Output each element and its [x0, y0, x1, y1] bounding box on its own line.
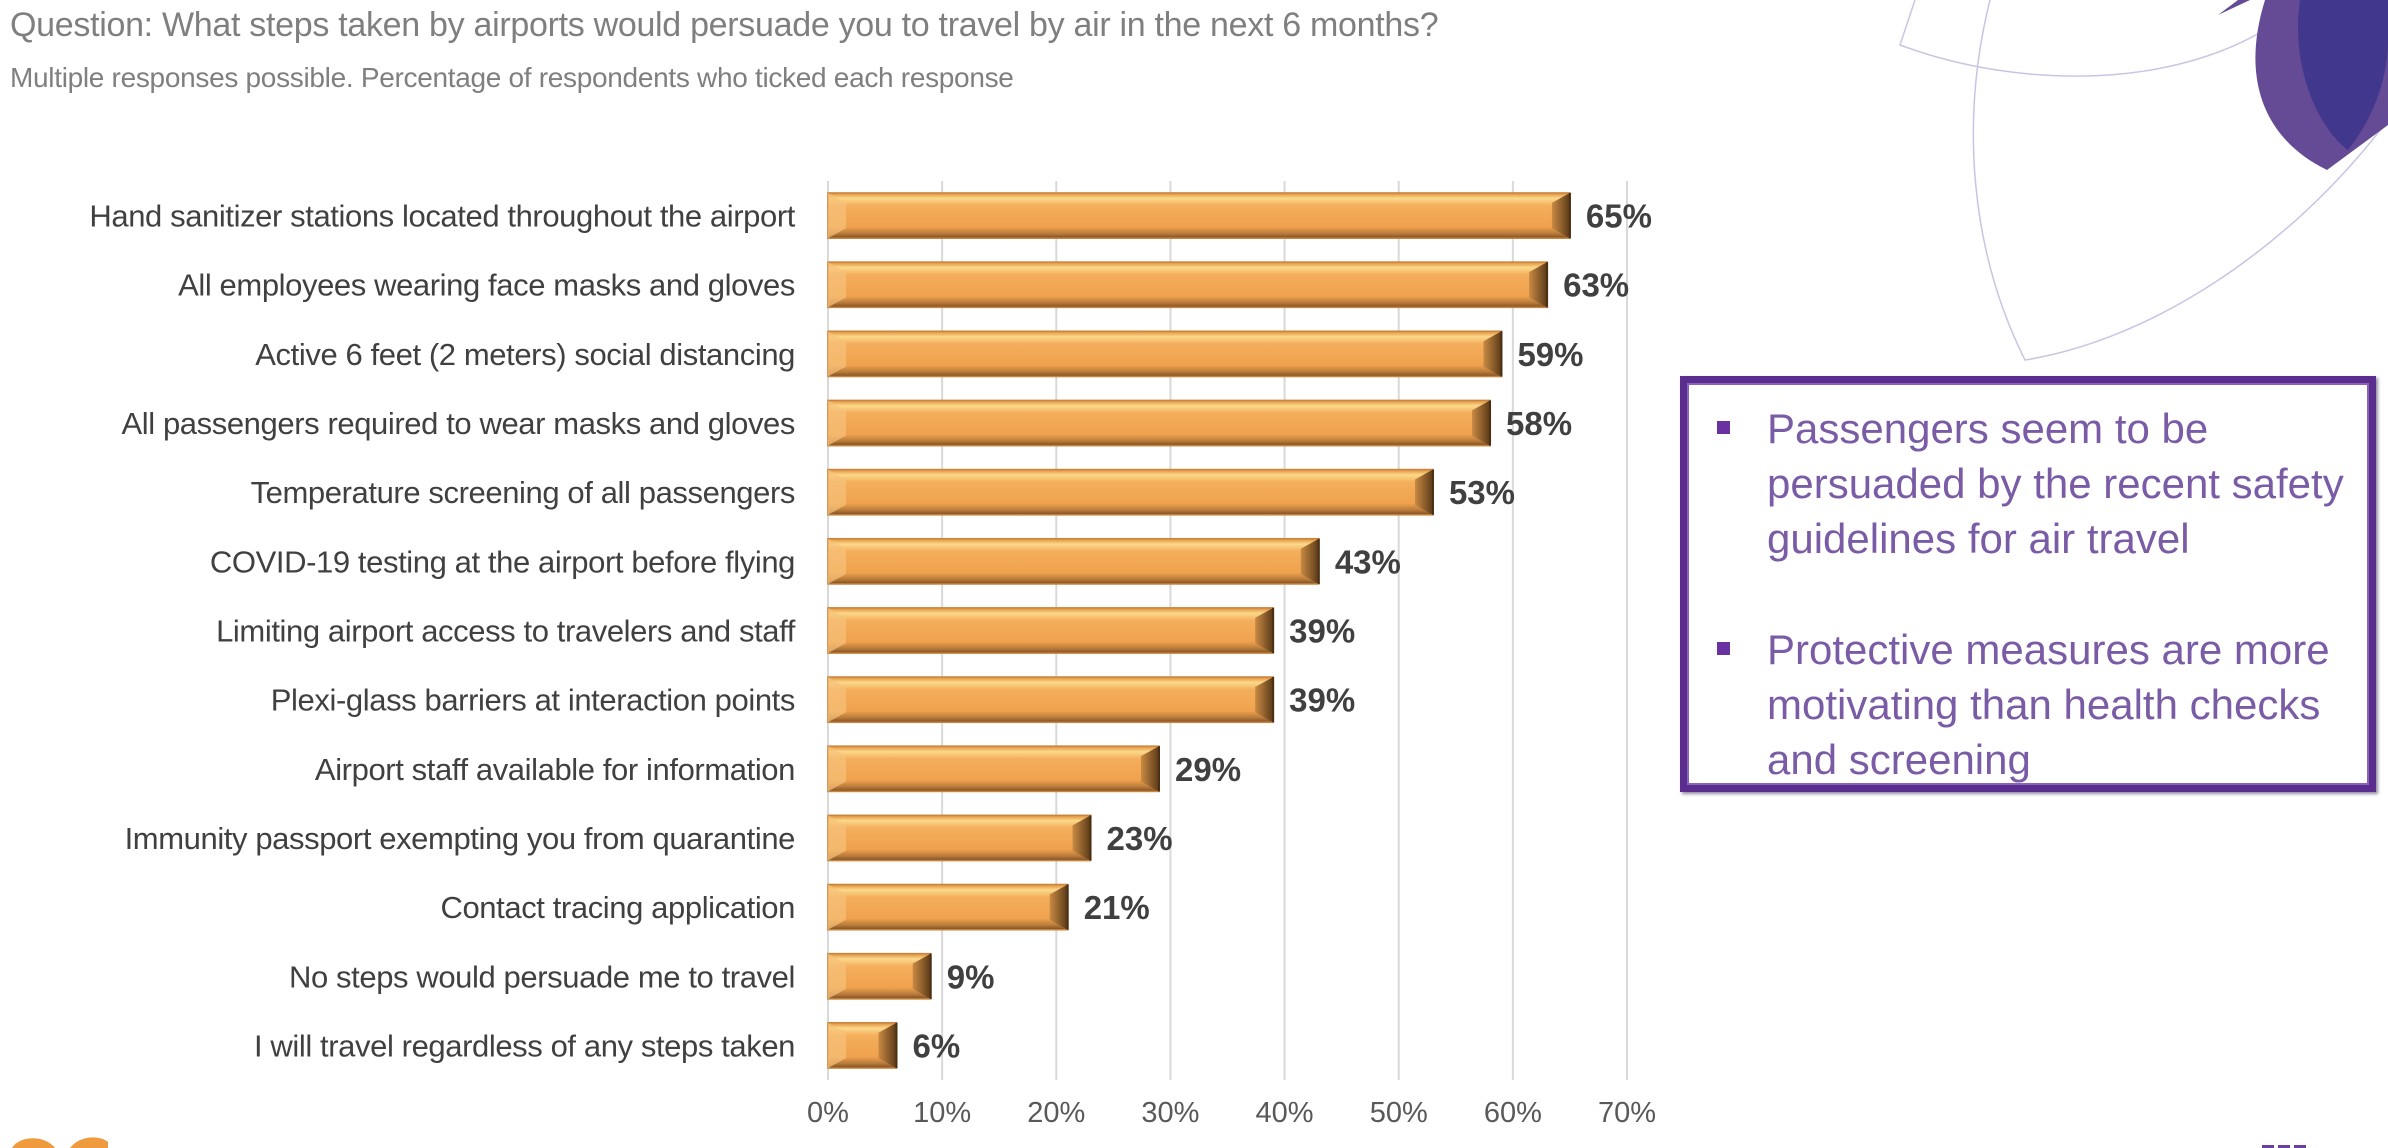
- category-label: All passengers required to wear masks an…: [122, 406, 796, 441]
- bar-body: [827, 745, 1160, 793]
- bar-bevel-right: [878, 1022, 897, 1069]
- bar-bevel-right: [1072, 815, 1091, 861]
- bar-bevel-left: [828, 1022, 846, 1069]
- data-label: 65%: [1586, 198, 1652, 235]
- question-title: Question: What steps taken by airports w…: [10, 6, 1439, 44]
- data-label: 43%: [1335, 543, 1401, 580]
- bar-bevel-left: [828, 192, 846, 239]
- data-label: 39%: [1289, 613, 1355, 650]
- category-label: Active 6 feet (2 meters) social distanci…: [255, 337, 795, 372]
- data-label: 29%: [1175, 751, 1241, 788]
- x-tick-label: 20%: [1027, 1097, 1085, 1129]
- bar: [827, 261, 1549, 309]
- page-number-fragment: [2262, 1140, 2310, 1148]
- x-tick-label: 50%: [1370, 1097, 1428, 1129]
- key-insights-box: Passengers seem to be persuaded by the r…: [1680, 376, 2376, 792]
- bar: [827, 330, 1503, 378]
- bar-bevel-right: [1414, 469, 1433, 515]
- bar-bevel-right: [1472, 400, 1491, 446]
- bar-body: [827, 399, 1491, 447]
- bar: [827, 1022, 898, 1069]
- bar-body: [827, 261, 1548, 309]
- insight-bullet: Protective measures are more motivating …: [1711, 622, 2345, 787]
- category-label: Airport staff available for information: [315, 752, 795, 787]
- x-tick-label: 70%: [1598, 1097, 1656, 1129]
- data-label: 9%: [947, 958, 995, 995]
- category-label: Limiting airport access to travelers and…: [216, 614, 796, 649]
- bar-body: [827, 676, 1274, 724]
- bars: [827, 192, 1571, 1069]
- bar-bevel-right: [1255, 607, 1274, 654]
- bar-bevel-left: [828, 331, 846, 377]
- bar-body: [827, 192, 1571, 239]
- bar-body: [827, 330, 1503, 378]
- question-subtitle: Multiple responses possible. Percentage …: [10, 62, 1014, 93]
- category-label: Temperature screening of all passengers: [251, 475, 795, 510]
- category-label: Plexi-glass barriers at interaction poin…: [271, 683, 795, 718]
- bar-body: [827, 814, 1092, 862]
- bar: [827, 607, 1275, 654]
- bar: [827, 745, 1161, 793]
- bar-bevel-left: [828, 884, 846, 930]
- data-label: 6%: [912, 1027, 960, 1064]
- insight-text: Passengers seem to be persuaded by the r…: [1767, 405, 2344, 562]
- bar-body: [827, 537, 1320, 585]
- category-label: All employees wearing face masks and glo…: [178, 268, 795, 303]
- bar-bevel-right: [1049, 884, 1068, 930]
- bar-bevel-left: [828, 607, 846, 654]
- bar-bevel-left: [828, 953, 846, 999]
- category-label: Hand sanitizer stations located througho…: [89, 199, 795, 234]
- value-labels: 65% 63% 59% 58% 53% 43% 39% 39% 29%23% 21% 9% 6%: [912, 198, 1652, 1065]
- bar-bevel-right: [1141, 746, 1160, 792]
- data-label: 23%: [1107, 820, 1173, 857]
- bar-bevel-left: [828, 469, 846, 515]
- bar: [827, 399, 1492, 447]
- data-label: 53%: [1449, 474, 1515, 511]
- data-label: 21%: [1084, 889, 1150, 926]
- data-label: 39%: [1289, 682, 1355, 719]
- x-tick-label: 0%: [807, 1097, 849, 1129]
- insight-text: Protective measures are more motivating …: [1767, 626, 2330, 783]
- insight-bullet: Passengers seem to be persuaded by the r…: [1711, 401, 2345, 566]
- data-label: 59%: [1517, 336, 1583, 373]
- bar: [827, 468, 1434, 516]
- bar-bevel-left: [828, 677, 846, 723]
- bar-bevel-left: [828, 262, 846, 308]
- category-label: Contact tracing application: [440, 890, 795, 925]
- bar-bevel-right: [1300, 538, 1319, 584]
- bar-bevel-right: [1483, 331, 1502, 377]
- bar: [827, 883, 1069, 931]
- bar-bevel-right: [912, 953, 931, 999]
- category-labels: Hand sanitizer stations located througho…: [89, 199, 796, 1064]
- category-label: Immunity passport exempting you from qua…: [125, 821, 795, 856]
- bar: [827, 537, 1320, 585]
- bar-body: [827, 607, 1274, 654]
- bar-bevel-left: [828, 746, 846, 792]
- bar: [827, 676, 1275, 724]
- data-label: 63%: [1563, 267, 1629, 304]
- bar-bevel-right: [1551, 192, 1570, 239]
- bar: [827, 952, 932, 1000]
- bar-bevel-left: [828, 538, 846, 584]
- x-tick-label: 40%: [1256, 1097, 1314, 1129]
- bar: [827, 814, 1092, 862]
- square-bullet-icon: [1717, 642, 1730, 655]
- data-label: 58%: [1506, 405, 1572, 442]
- bar-body: [827, 468, 1434, 516]
- x-tick-label: 10%: [913, 1097, 971, 1129]
- bar-bevel-left: [828, 815, 846, 861]
- bar-bevel-right: [1255, 677, 1274, 723]
- bar-bevel-right: [1529, 262, 1548, 308]
- bar: [827, 192, 1571, 239]
- bar-body: [827, 883, 1069, 931]
- category-label: I will travel regardless of any steps ta…: [254, 1028, 795, 1063]
- bar-bevel-left: [828, 400, 846, 446]
- x-tick-label: 60%: [1484, 1097, 1542, 1129]
- category-label: No steps would persuade me to travel: [289, 959, 795, 994]
- x-tick-label: 30%: [1141, 1097, 1199, 1129]
- x-axis-tick-labels: 0% 10% 20% 30% 40% 50% 60% 70%: [807, 1097, 1656, 1129]
- square-bullet-icon: [1717, 421, 1730, 434]
- category-label: COVID-19 testing at the airport before f…: [210, 544, 795, 579]
